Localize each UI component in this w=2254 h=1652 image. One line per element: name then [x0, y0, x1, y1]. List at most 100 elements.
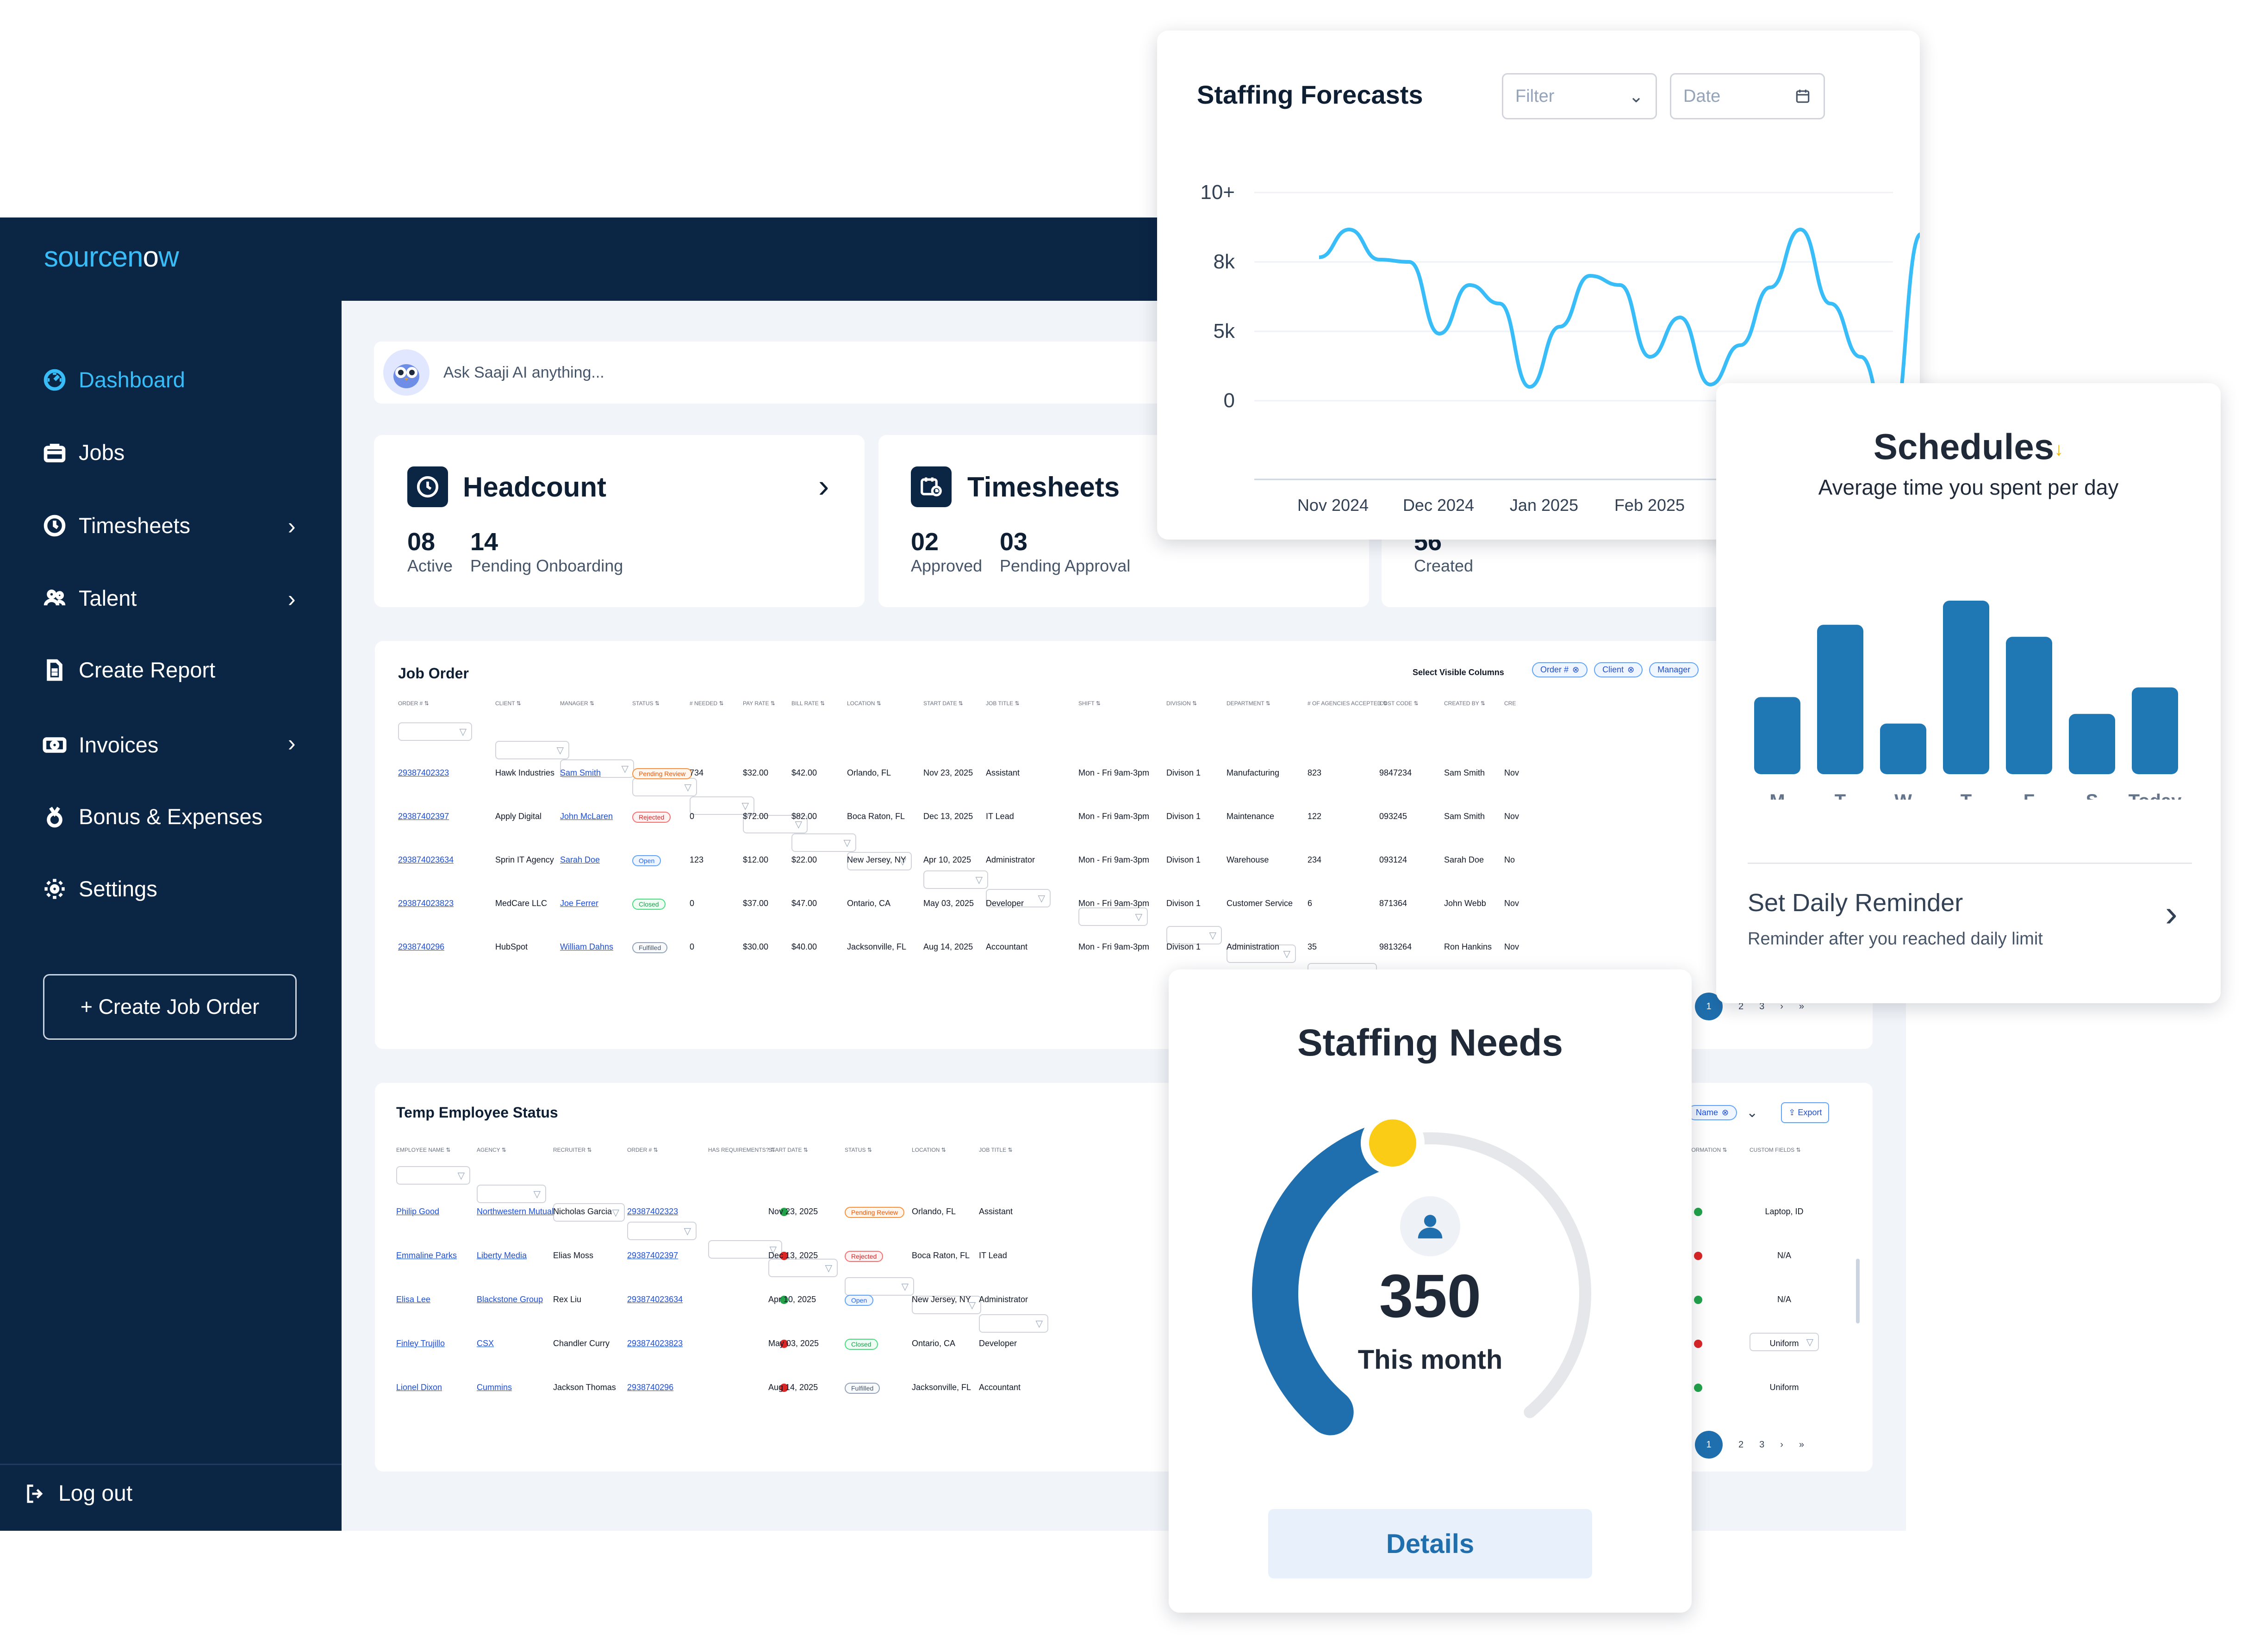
- column-header[interactable]: AGENCY ⇅: [477, 1147, 506, 1153]
- headcount-card[interactable]: Headcount › 08 Active 14 Pending Onboard…: [374, 435, 865, 607]
- column-filter-input[interactable]: [708, 1240, 782, 1259]
- order-link[interactable]: 293874023823: [398, 899, 454, 908]
- schedule-bar[interactable]: [2069, 714, 2115, 774]
- order-link[interactable]: 293874023634: [627, 1295, 683, 1304]
- column-filter-input[interactable]: [1227, 944, 1296, 963]
- employee-link[interactable]: Lionel Dixon: [396, 1383, 442, 1392]
- column-header[interactable]: PAY RATE ⇅: [743, 700, 775, 707]
- column-header[interactable]: CRE: [1504, 700, 1516, 707]
- column-header[interactable]: BILL RATE ⇅: [791, 700, 825, 707]
- manager-link[interactable]: Joe Ferrer: [560, 899, 599, 908]
- table-row[interactable]: 29387402323 Hawk Industries Sam Smith Pendi…: [375, 768, 1873, 787]
- column-header[interactable]: START DATE ⇅: [768, 1147, 808, 1153]
- table-row[interactable]: Philip Good Northwestern Mutual Nicholas G…: [375, 1207, 1873, 1225]
- table-row[interactable]: 29387402397 Apply Digital John McLaren Reje…: [375, 812, 1873, 830]
- next-page-button[interactable]: ›: [1780, 1001, 1783, 1012]
- schedule-bar[interactable]: [1817, 625, 1863, 774]
- manager-link[interactable]: William Dahns: [560, 942, 614, 951]
- table-row[interactable]: 2938740296 HubSpot William Dahns Fulfilled 0…: [375, 942, 1873, 961]
- order-link[interactable]: 29387402323: [627, 1207, 679, 1216]
- column-header[interactable]: ORDER # ⇅: [398, 700, 429, 707]
- agency-link[interactable]: Blackstone Group: [477, 1295, 543, 1304]
- schedule-bar[interactable]: [1880, 723, 1926, 774]
- column-header[interactable]: LOCATION ⇅: [847, 700, 881, 707]
- order-link[interactable]: 293874023823: [627, 1339, 683, 1348]
- column-filter-input[interactable]: [396, 1166, 470, 1185]
- schedule-bar[interactable]: [1943, 601, 1989, 774]
- agency-link[interactable]: CSX: [477, 1339, 494, 1348]
- column-filter-input[interactable]: [923, 870, 988, 889]
- close-icon[interactable]: ⊗: [1627, 665, 1635, 674]
- column-filter-input[interactable]: [627, 1222, 697, 1240]
- table-row[interactable]: 293874023823 MedCare LLC Joe Ferrer Closed 0…: [375, 899, 1873, 917]
- sidebar-item-settings[interactable]: Settings: [43, 876, 157, 901]
- order-link[interactable]: 29387402397: [627, 1251, 679, 1260]
- column-header[interactable]: CUSTOM FIELDS ⇅: [1750, 1147, 1801, 1153]
- chevron-right-icon[interactable]: ›: [288, 730, 296, 756]
- column-chip[interactable]: Manager: [1649, 662, 1699, 677]
- close-icon[interactable]: ⊗: [1722, 1108, 1729, 1117]
- manager-link[interactable]: Sarah Doe: [560, 855, 600, 864]
- column-header[interactable]: HAS REQUIREMENTS? ⇅: [708, 1147, 775, 1153]
- order-link[interactable]: 29387402397: [398, 812, 449, 821]
- chevron-right-icon[interactable]: ›: [2165, 893, 2178, 934]
- column-header[interactable]: DEPARTMENT ⇅: [1227, 700, 1270, 707]
- order-link[interactable]: 29387402323: [398, 768, 449, 777]
- table-row[interactable]: Emmaline Parks Liberty Media Elias Moss 293…: [375, 1251, 1873, 1269]
- sidebar-item-bonus-expenses[interactable]: Bonus & Expenses: [43, 804, 262, 829]
- sidebar-item-talent[interactable]: Talent: [43, 585, 137, 611]
- table-row[interactable]: Lionel Dixon Cummins Jackson Thomas 2938740…: [375, 1383, 1873, 1401]
- order-link[interactable]: 2938740296: [398, 942, 445, 951]
- column-header[interactable]: RECRUITER ⇅: [553, 1147, 592, 1153]
- table-row[interactable]: Elisa Lee Blackstone Group Rex Liu 29387402…: [375, 1295, 1873, 1313]
- column-header[interactable]: ORDER # ⇅: [627, 1147, 658, 1153]
- column-filter-input[interactable]: [845, 1277, 914, 1296]
- sidebar-item-timesheets[interactable]: Timesheets: [43, 513, 190, 538]
- column-header[interactable]: DIVISION ⇅: [1166, 700, 1197, 707]
- column-header[interactable]: INFORMATION ⇅: [1682, 1147, 1727, 1153]
- page-button[interactable]: 2: [1738, 1001, 1744, 1012]
- next-page-button[interactable]: ›: [1780, 1439, 1783, 1450]
- sidebar-item-invoices[interactable]: Invoices: [43, 732, 158, 758]
- column-filter-input[interactable]: [791, 833, 856, 852]
- manager-link[interactable]: John McLaren: [560, 812, 613, 821]
- column-filter-input[interactable]: [743, 815, 808, 833]
- column-filter-input[interactable]: [768, 1259, 838, 1277]
- column-filter-input[interactable]: [560, 759, 634, 778]
- column-filter-input[interactable]: [986, 889, 1051, 907]
- column-filter-input[interactable]: [912, 1296, 981, 1314]
- employee-link[interactable]: Elisa Lee: [396, 1295, 431, 1304]
- employee-link[interactable]: Finley Trujillo: [396, 1339, 445, 1348]
- agency-link[interactable]: Northwestern Mutual: [477, 1207, 554, 1216]
- column-header[interactable]: LOCATION ⇅: [912, 1147, 946, 1153]
- sidebar-item-create-report[interactable]: Create Report: [43, 657, 215, 683]
- app-logo[interactable]: sourcenow: [44, 241, 179, 273]
- column-filter-input[interactable]: [553, 1203, 625, 1222]
- column-filter-input[interactable]: [690, 796, 754, 815]
- column-filter-input[interactable]: [979, 1314, 1048, 1333]
- chevron-right-icon[interactable]: ›: [288, 513, 296, 539]
- schedule-bar[interactable]: [2132, 687, 2178, 775]
- column-filter-input[interactable]: [1750, 1333, 1819, 1351]
- column-filter-input[interactable]: [1078, 907, 1148, 926]
- column-chip[interactable]: Order # ⊗: [1532, 662, 1588, 677]
- manager-link[interactable]: Sam Smith: [560, 768, 601, 777]
- column-filter-input[interactable]: [495, 741, 569, 759]
- chevron-right-icon[interactable]: ›: [288, 586, 296, 612]
- order-link[interactable]: 293874023634: [398, 855, 454, 864]
- scrollbar[interactable]: [1856, 1259, 1860, 1323]
- column-header[interactable]: SHIFT ⇅: [1078, 700, 1101, 707]
- schedule-bar[interactable]: [1754, 697, 1800, 774]
- column-header[interactable]: START DATE ⇅: [923, 700, 963, 707]
- agency-link[interactable]: Liberty Media: [477, 1251, 527, 1260]
- date-input[interactable]: Date: [1670, 73, 1825, 119]
- last-page-button[interactable]: »: [1799, 1001, 1805, 1012]
- column-filter-input[interactable]: [847, 852, 912, 870]
- column-chip[interactable]: Name ⊗: [1687, 1105, 1737, 1120]
- column-header[interactable]: STATUS ⇅: [845, 1147, 872, 1153]
- table-row[interactable]: Finley Trujillo CSX Chandler Curry 29387402…: [375, 1339, 1873, 1357]
- page-button[interactable]: 3: [1759, 1439, 1765, 1450]
- column-header[interactable]: MANAGER ⇅: [560, 700, 595, 707]
- column-header[interactable]: # NEEDED ⇅: [690, 700, 724, 707]
- details-button[interactable]: Details: [1268, 1509, 1592, 1578]
